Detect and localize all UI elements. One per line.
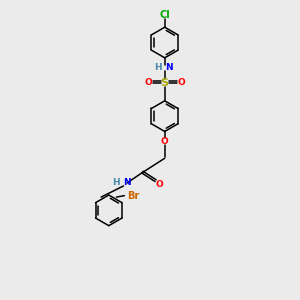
Text: O: O	[144, 78, 152, 87]
Text: O: O	[155, 180, 163, 189]
Text: Cl: Cl	[159, 10, 170, 20]
Text: Br: Br	[127, 190, 139, 201]
Text: O: O	[161, 137, 169, 146]
Text: O: O	[178, 78, 185, 87]
Text: N: N	[165, 63, 173, 72]
Text: H: H	[154, 63, 162, 72]
Text: H: H	[112, 178, 120, 187]
Text: N: N	[123, 178, 131, 187]
Text: S: S	[161, 78, 169, 88]
